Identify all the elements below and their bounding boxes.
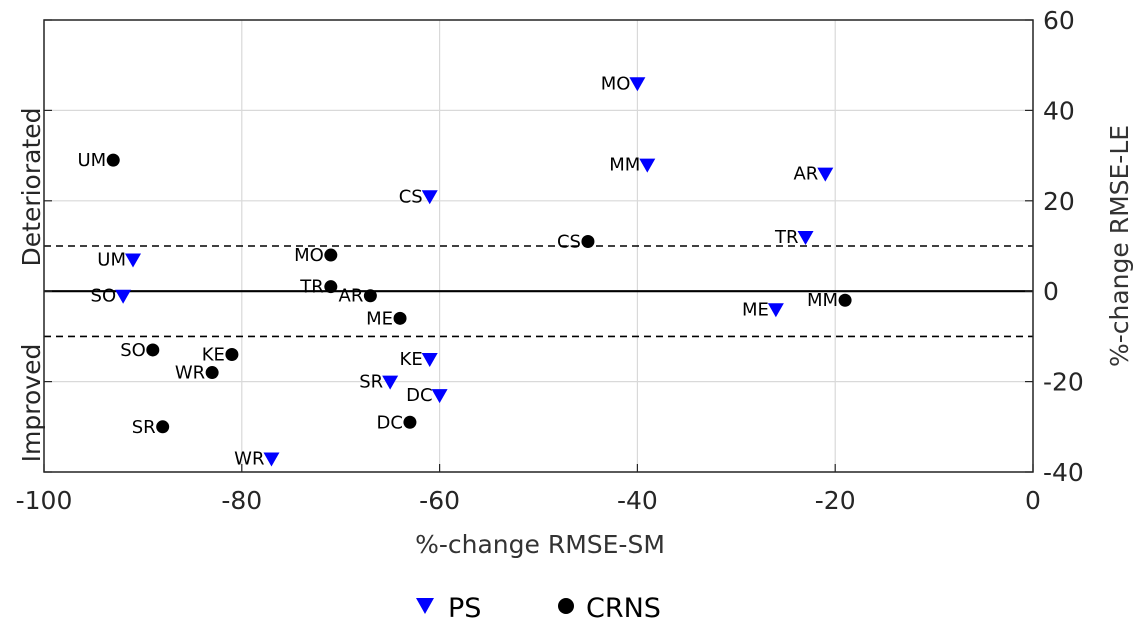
point-crns [581,234,595,248]
point-crns [393,311,407,325]
point-crns [403,415,417,429]
y-tick-label: -40 [1043,458,1084,487]
point-ps [767,303,784,318]
point-ps [382,375,399,390]
legend: PS CRNS [416,593,661,624]
legend-ps-marker [416,598,434,614]
y-tick-label: 0 [1043,277,1059,306]
x-tick-label: 0 [1025,486,1041,515]
y-axis-ticks: -40 -20 0 20 40 60 [44,6,1084,487]
point-crns [838,293,852,307]
point-label: SO [91,286,117,307]
point-label: ME [366,308,393,329]
point-label: AR [339,286,364,307]
point-label: SO [120,340,146,361]
point-label: WR [234,448,264,469]
point-label: CS [557,231,581,252]
point-ps [125,253,142,268]
point-label: CS [399,186,423,207]
point-label: DC [376,412,402,433]
point-label: MO [601,73,631,94]
point-crns [324,248,338,262]
point-label: UM [97,250,126,271]
point-ps [817,167,834,182]
point-ps [263,452,280,467]
x-tick-label: -20 [815,486,856,515]
legend-ps-label: PS [448,593,481,624]
x-tick-label: -100 [16,486,73,515]
y-tick-label: 40 [1043,96,1075,125]
series-ps: MO MM AR CS TR UM SO ME KE SR DC WR [91,73,834,469]
x-tick-label: -80 [221,486,262,515]
point-label: TR [299,277,324,298]
point-label: TR [774,227,799,248]
point-label: MM [609,155,640,176]
x-axis-label: %-change RMSE-SM [415,530,665,559]
point-ps [797,230,814,245]
x-tick-label: -40 [617,486,658,515]
legend-crns-label: CRNS [586,593,661,624]
point-crns [156,420,170,434]
point-label: AR [793,164,818,185]
point-ps [421,353,438,367]
point-label: KE [400,349,423,370]
point-crns [324,280,338,294]
legend-crns-marker [558,598,574,614]
y-axis-label: %-change RMSE-LE [1105,125,1134,367]
point-crns [106,153,120,167]
point-ps [629,77,646,92]
point-label: WR [175,363,205,384]
y-tick-label: 60 [1043,6,1075,35]
x-axis-ticks: -100 -80 -60 -40 -20 0 [16,464,1041,515]
point-ps [431,389,448,404]
y-tick-label: -20 [1043,368,1084,397]
x-tick-label: -60 [419,486,460,515]
point-label: ME [742,299,769,320]
point-crns [146,343,160,357]
point-label: MM [807,290,838,311]
y-tick-label: 20 [1043,187,1075,216]
reference-lines [44,245,1033,338]
data-points: MO MM AR CS TR UM SO ME KE SR DC WR UM CS MO TR AR MM ME SO… [78,73,852,469]
point-ps [421,190,438,205]
point-ps [115,289,132,304]
point-crns [225,347,239,361]
point-label: KE [202,344,225,365]
point-label: SR [359,372,383,393]
point-ps [639,158,656,173]
point-crns [363,289,377,303]
point-label: SR [132,417,156,438]
point-crns [205,366,219,380]
point-label: UM [78,150,107,171]
point-label: MO [294,245,324,266]
region-label-deteriorated: Deteriorated [17,108,46,267]
point-label: DC [406,385,432,406]
region-label-improved: Improved [17,344,46,463]
plot-frame [43,19,1034,473]
